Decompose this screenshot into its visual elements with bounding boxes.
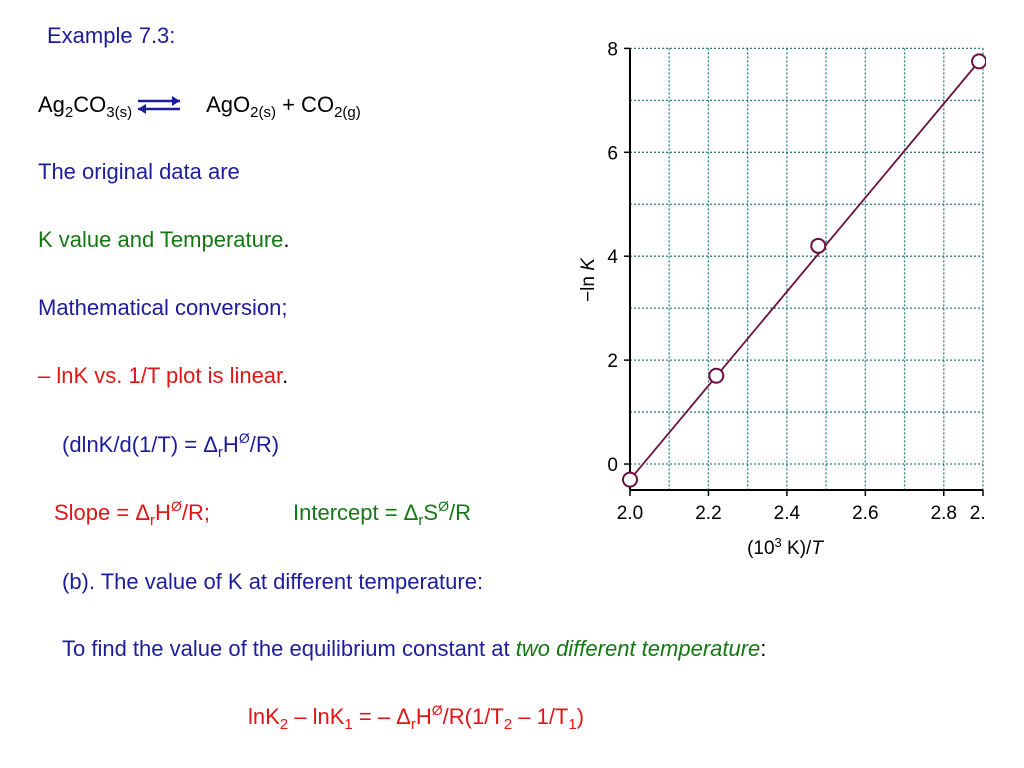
derivative-equation: (dlnK/d(1/T) = ΔrHØ/R): [62, 430, 280, 461]
k-and-temperature-line: K value and Temperature.: [38, 227, 290, 252]
y-tick-label: 8: [607, 39, 618, 60]
regression-line: [629, 60, 980, 481]
linear-plot-line: – lnK vs. 1/T plot is linear.: [38, 363, 289, 388]
y-tick-label: 0: [607, 455, 618, 476]
x-axis-label: (103 K)/T: [747, 535, 824, 559]
data-point: [971, 53, 986, 70]
chart-points: [622, 53, 986, 488]
y-tick-label: 4: [607, 247, 618, 268]
x-tick-label: 2.9: [970, 503, 986, 524]
equilibrium-arrows-icon: [138, 96, 181, 114]
find-value-line: To find the value of the equilibrium con…: [62, 636, 767, 661]
x-tick-label: 2.8: [931, 503, 957, 524]
data-point: [622, 471, 638, 488]
data-point: [708, 367, 725, 384]
part-b-heading: (b). The value of K at different tempera…: [62, 569, 484, 594]
x-tick-label: 2.6: [852, 503, 878, 524]
lnk-vs-inverse-t-chart: 2.0 2.2 2.4 2.6 2.8 2.9 0 2 4 6 8 (103 K)/T −ln K: [578, 39, 986, 559]
chart-fit-line: [629, 60, 980, 481]
y-axis-label: −ln K: [578, 257, 599, 302]
chart-axes: [629, 48, 983, 491]
x-tick-label: 2.0: [617, 503, 643, 524]
original-data-line: The original data are: [38, 159, 240, 184]
chart-grid: [630, 47, 984, 490]
chart-ticks: 2.0 2.2 2.4 2.6 2.8 2.9 0 2 4 6 8: [607, 39, 986, 524]
intercept-equation: Intercept = ΔrSØ/R: [293, 498, 471, 529]
slide-title: Example 7.3:: [47, 23, 176, 48]
slope-equation: Slope = ΔrHØ/R;: [54, 498, 210, 529]
x-tick-label: 2.2: [695, 503, 721, 524]
y-tick-label: 6: [607, 143, 618, 164]
reaction-equation: Ag2CO3(s) AgO2(s) + CO2(g): [38, 92, 361, 121]
final-equation: lnK2 – lnK1 = – ΔrHØ/R(1/T2 – 1/T1): [248, 702, 585, 733]
math-conversion-line: Mathematical conversion;: [38, 295, 288, 320]
data-point: [810, 237, 827, 254]
y-tick-label: 2: [607, 351, 618, 372]
x-tick-label: 2.4: [774, 503, 801, 524]
